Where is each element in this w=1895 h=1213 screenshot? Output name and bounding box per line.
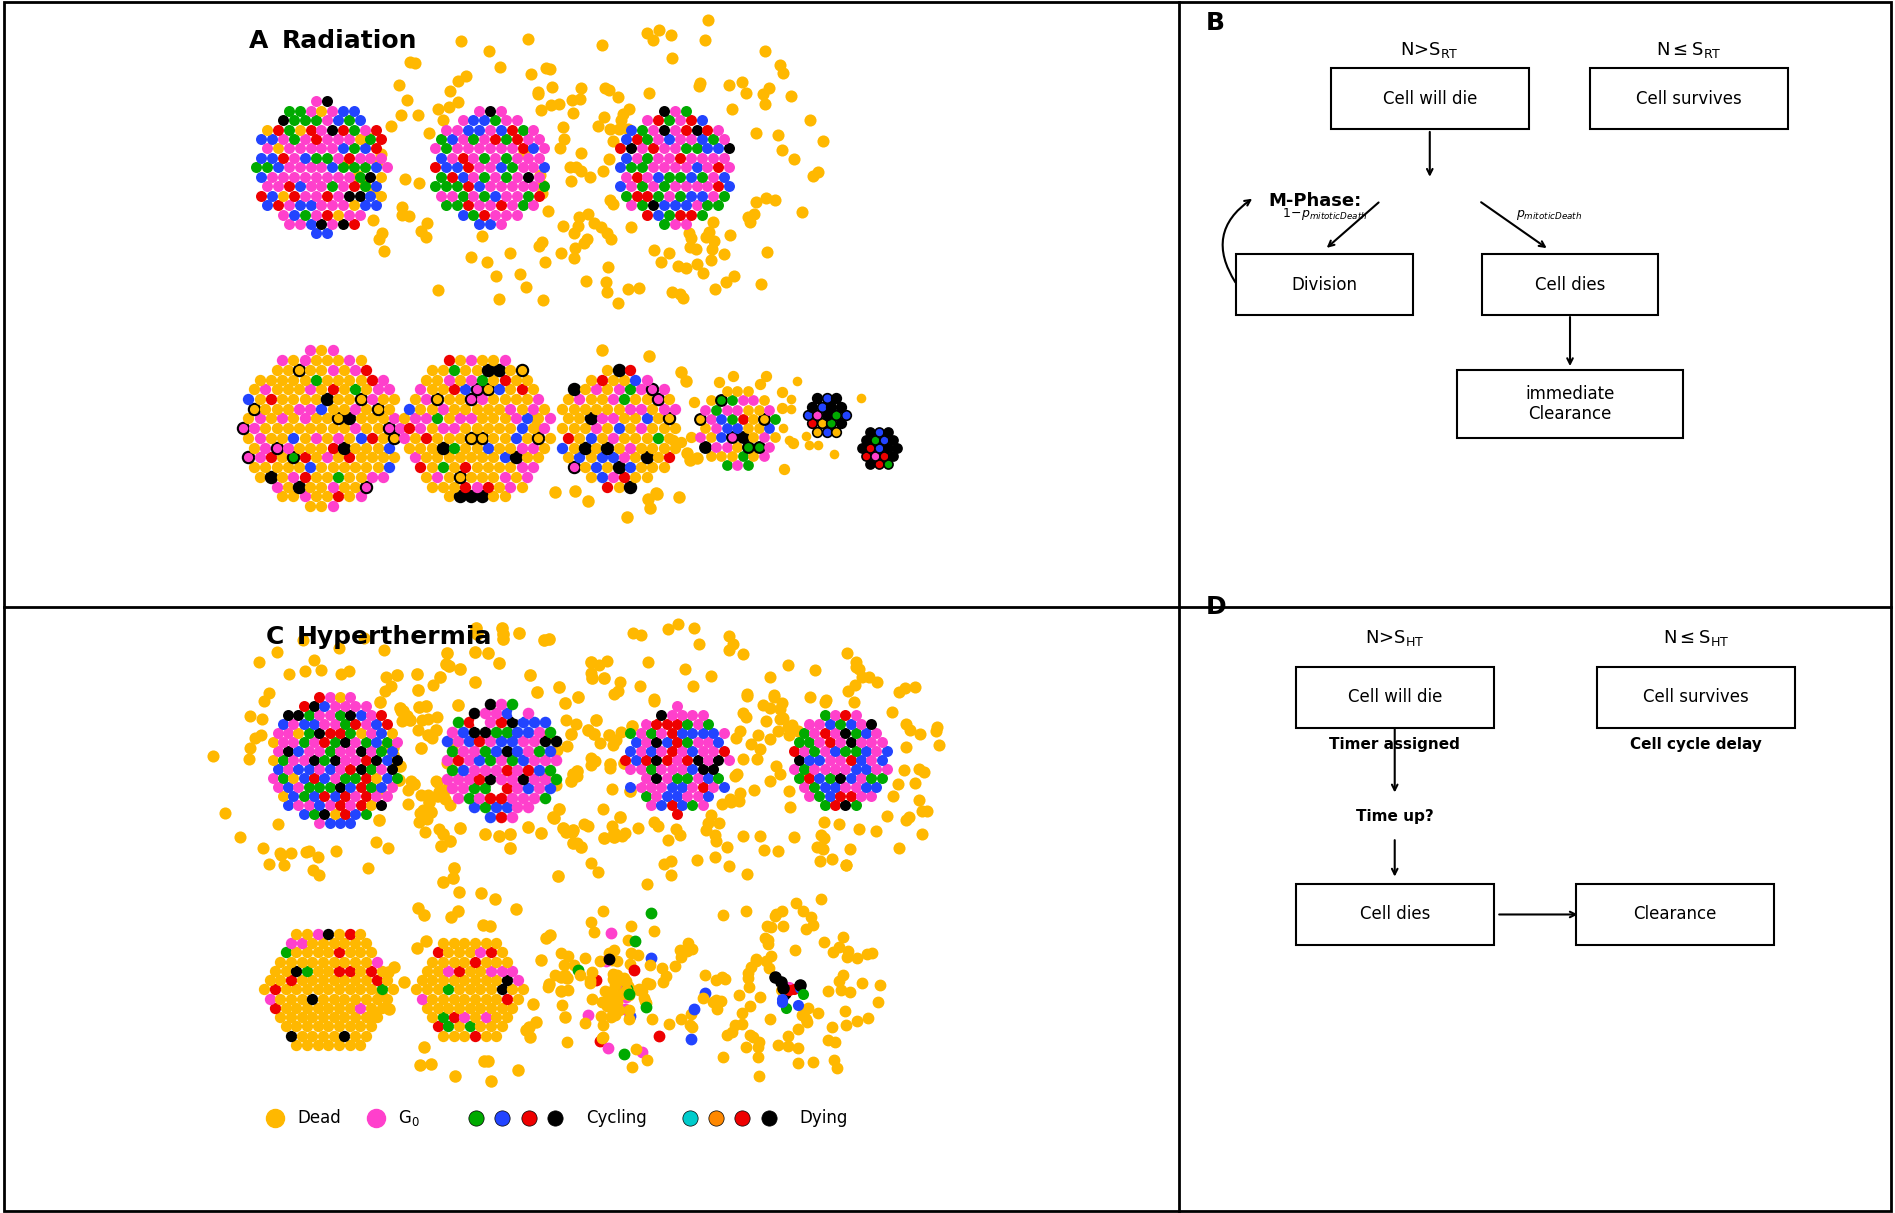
Text: Clearance: Clearance	[1633, 905, 1717, 923]
Text: A: A	[248, 29, 269, 52]
FancyBboxPatch shape	[1296, 667, 1493, 728]
FancyBboxPatch shape	[1330, 68, 1529, 130]
Text: Cell cycle delay: Cell cycle delay	[1630, 736, 1762, 752]
FancyBboxPatch shape	[1597, 667, 1795, 728]
Text: Cell dies: Cell dies	[1359, 905, 1431, 923]
Text: N$\leq$S$_\mathregular{HT}$: N$\leq$S$_\mathregular{HT}$	[1664, 627, 1730, 648]
Text: Cycling: Cycling	[586, 1109, 646, 1127]
FancyBboxPatch shape	[1482, 255, 1658, 315]
Text: immediate
Clearance: immediate Clearance	[1525, 385, 1615, 423]
Text: Cell will die: Cell will die	[1383, 90, 1476, 108]
Text: Time up?: Time up?	[1355, 809, 1435, 824]
Text: M-Phase:: M-Phase:	[1268, 192, 1363, 210]
Text: Radiation: Radiation	[282, 29, 417, 52]
FancyBboxPatch shape	[1577, 884, 1774, 945]
FancyBboxPatch shape	[1296, 884, 1493, 945]
Text: Hyperthermia: Hyperthermia	[298, 625, 493, 649]
Text: G$_0$: G$_0$	[398, 1107, 419, 1128]
Text: C: C	[265, 625, 284, 649]
Text: Cell dies: Cell dies	[1535, 275, 1605, 294]
Text: Timer assigned: Timer assigned	[1328, 736, 1461, 752]
Text: Cell will die: Cell will die	[1347, 688, 1442, 706]
Text: N>S$_\mathregular{RT}$: N>S$_\mathregular{RT}$	[1400, 40, 1459, 59]
Text: Dead: Dead	[298, 1109, 341, 1127]
Text: N>S$_\mathregular{HT}$: N>S$_\mathregular{HT}$	[1364, 627, 1425, 648]
Text: N$\leq$S$_\mathregular{RT}$: N$\leq$S$_\mathregular{RT}$	[1656, 40, 1723, 59]
Text: $1\!-\!p_{\mathit{mitoticDeath}}$: $1\!-\!p_{\mathit{mitoticDeath}}$	[1281, 206, 1368, 222]
FancyBboxPatch shape	[1457, 370, 1683, 438]
Text: Cell survives: Cell survives	[1635, 90, 1742, 108]
Text: D: D	[1205, 596, 1226, 620]
Text: Dying: Dying	[800, 1109, 847, 1127]
Text: $p_{\mathit{mitoticDeath}}$: $p_{\mathit{mitoticDeath}}$	[1516, 207, 1582, 222]
Text: B: B	[1205, 11, 1224, 35]
Text: Cell survives: Cell survives	[1643, 688, 1749, 706]
FancyBboxPatch shape	[1590, 68, 1789, 130]
Text: Division: Division	[1292, 275, 1357, 294]
FancyBboxPatch shape	[1236, 255, 1414, 315]
